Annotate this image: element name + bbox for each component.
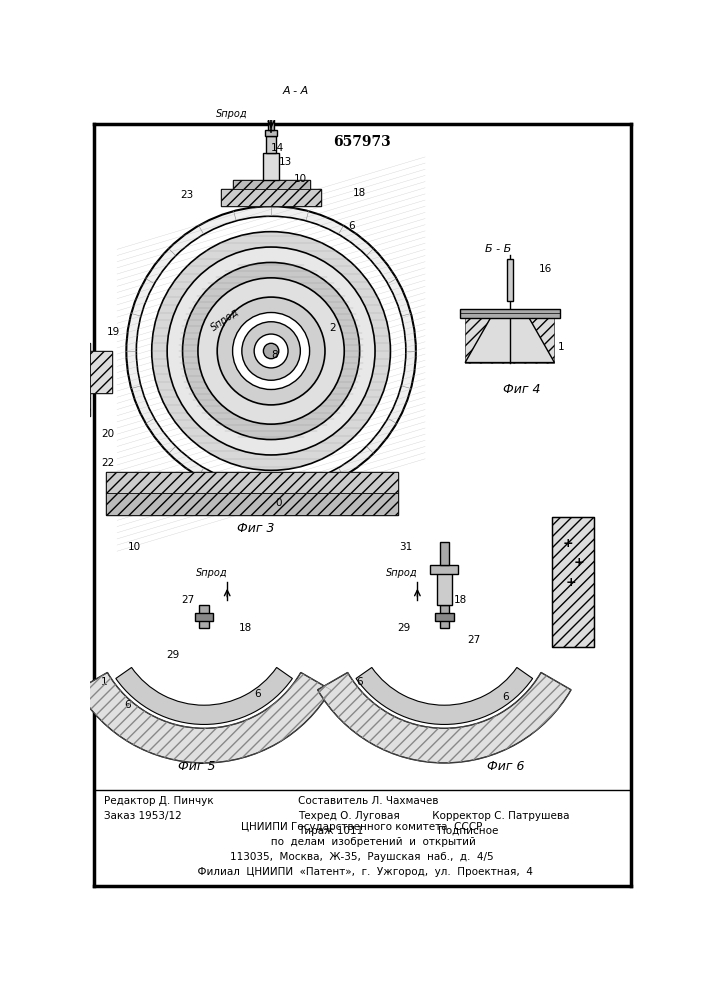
Bar bbox=[195, 613, 214, 620]
Bar bbox=[90, 351, 112, 393]
Text: 29: 29 bbox=[397, 623, 411, 633]
Text: 13: 13 bbox=[279, 157, 291, 167]
Bar bbox=[69, 343, 90, 416]
Text: 14: 14 bbox=[271, 143, 284, 153]
Circle shape bbox=[264, 343, 279, 359]
Bar bbox=[431, 565, 458, 574]
Bar bbox=[552, 517, 595, 647]
Circle shape bbox=[136, 216, 406, 486]
Bar bbox=[233, 180, 310, 189]
Bar bbox=[105, 493, 398, 515]
Bar bbox=[465, 318, 554, 363]
Text: 8: 8 bbox=[271, 350, 279, 360]
Text: Б - Б: Б - Б bbox=[485, 244, 511, 254]
Text: Фиг 5: Фиг 5 bbox=[177, 760, 215, 773]
Bar bbox=[267, 136, 276, 153]
Wedge shape bbox=[356, 667, 532, 724]
Bar bbox=[435, 613, 454, 620]
Circle shape bbox=[242, 322, 300, 380]
Bar bbox=[55, 447, 83, 474]
Text: 18: 18 bbox=[353, 188, 366, 198]
Circle shape bbox=[152, 232, 390, 470]
Text: Фиг 6: Фиг 6 bbox=[487, 760, 525, 773]
Text: +: + bbox=[566, 576, 577, 588]
Text: Редактор Д. Пинчук
Заказ 1953/12: Редактор Д. Пинчук Заказ 1953/12 bbox=[104, 796, 214, 821]
Bar bbox=[437, 570, 452, 605]
Bar bbox=[233, 180, 310, 189]
Text: Sпрод: Sпрод bbox=[209, 307, 240, 333]
Wedge shape bbox=[317, 672, 571, 763]
Text: 0: 0 bbox=[276, 498, 282, 508]
Bar bbox=[264, 153, 279, 180]
Text: 27: 27 bbox=[182, 595, 195, 605]
Text: 27: 27 bbox=[467, 635, 481, 645]
Text: 18: 18 bbox=[239, 623, 252, 633]
Circle shape bbox=[254, 334, 288, 368]
Text: +: + bbox=[574, 556, 585, 569]
Circle shape bbox=[167, 247, 375, 455]
Text: Фиг 4: Фиг 4 bbox=[503, 383, 540, 396]
Text: 6: 6 bbox=[124, 700, 130, 710]
Bar bbox=[199, 605, 209, 628]
Text: 6: 6 bbox=[356, 677, 363, 687]
Bar bbox=[55, 447, 83, 474]
Text: Sпрод: Sпрод bbox=[216, 109, 248, 119]
Text: Фиг 3: Фиг 3 bbox=[237, 522, 274, 535]
Bar bbox=[221, 189, 321, 206]
Text: 6: 6 bbox=[255, 689, 262, 699]
Bar bbox=[268, 116, 274, 130]
Text: Sпрод: Sпрод bbox=[386, 568, 418, 578]
Text: 2: 2 bbox=[329, 323, 336, 333]
Text: А - А: А - А bbox=[283, 86, 309, 96]
Text: 29: 29 bbox=[167, 650, 180, 660]
Bar bbox=[552, 517, 595, 647]
Wedge shape bbox=[77, 672, 331, 763]
Circle shape bbox=[182, 262, 360, 440]
Bar bbox=[105, 472, 398, 493]
Bar bbox=[221, 189, 321, 206]
Text: 22: 22 bbox=[101, 458, 115, 468]
Wedge shape bbox=[116, 667, 293, 724]
Text: 19: 19 bbox=[107, 327, 120, 337]
Text: 10: 10 bbox=[128, 542, 141, 552]
Text: 18: 18 bbox=[454, 595, 467, 605]
Text: 23: 23 bbox=[180, 190, 193, 200]
Text: 6: 6 bbox=[503, 692, 509, 702]
Bar bbox=[90, 351, 112, 393]
Circle shape bbox=[198, 278, 344, 424]
Bar bbox=[105, 493, 398, 515]
Text: 31: 31 bbox=[399, 542, 412, 552]
Text: 10: 10 bbox=[294, 174, 307, 184]
Bar bbox=[460, 309, 560, 318]
Text: 1: 1 bbox=[100, 677, 107, 687]
Text: Sпрод: Sпрод bbox=[196, 568, 228, 578]
Bar bbox=[265, 130, 277, 136]
Text: 1: 1 bbox=[558, 342, 564, 352]
Bar bbox=[440, 542, 449, 565]
Text: 657973: 657973 bbox=[333, 135, 391, 149]
Text: +: + bbox=[562, 537, 573, 550]
Bar bbox=[440, 605, 449, 628]
Text: 16: 16 bbox=[539, 264, 552, 274]
Polygon shape bbox=[465, 318, 554, 363]
Bar bbox=[507, 259, 513, 301]
Circle shape bbox=[233, 312, 310, 389]
Text: 20: 20 bbox=[101, 429, 115, 439]
Text: 6: 6 bbox=[349, 221, 355, 231]
Text: Составитель Л. Чахмачев
Техред О. Луговая          Корректор С. Патрушева
Тираж : Составитель Л. Чахмачев Техред О. Лугова… bbox=[298, 796, 570, 836]
Text: ЦНИИПИ Государственного комитета  СССР
       по  делам  изобретений  и  открыти: ЦНИИПИ Государственного комитета СССР по… bbox=[191, 822, 533, 877]
Circle shape bbox=[217, 297, 325, 405]
Bar bbox=[69, 343, 90, 416]
Bar bbox=[105, 472, 398, 493]
Circle shape bbox=[127, 206, 416, 496]
